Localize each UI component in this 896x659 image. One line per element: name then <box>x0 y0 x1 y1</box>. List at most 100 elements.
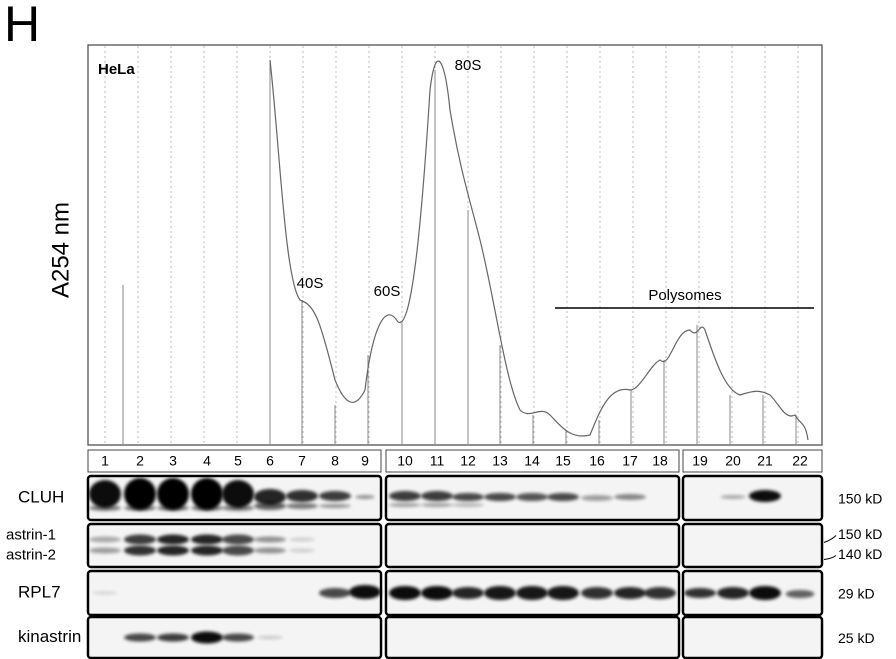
band <box>684 588 716 598</box>
fraction-number: 17 <box>622 453 638 469</box>
band <box>257 635 283 640</box>
band <box>452 503 484 507</box>
fraction-number: 14 <box>524 453 540 469</box>
band <box>124 633 156 642</box>
band <box>452 587 484 599</box>
band <box>124 478 156 510</box>
band <box>286 503 318 509</box>
blot-background <box>685 617 820 658</box>
band <box>157 534 189 545</box>
band <box>157 633 189 642</box>
fraction-strip <box>87 449 382 473</box>
band <box>581 587 613 599</box>
band <box>191 478 223 510</box>
fraction-number: 16 <box>589 453 605 469</box>
band <box>614 587 646 599</box>
blot-frame <box>681 569 824 617</box>
band <box>191 534 223 545</box>
band <box>720 495 746 499</box>
peak-label: 40S <box>297 275 324 292</box>
fraction-number: 11 <box>430 453 445 469</box>
fraction-number: 1 <box>101 453 109 469</box>
band <box>319 588 351 598</box>
band <box>717 587 749 599</box>
marker-tick <box>823 555 837 560</box>
band <box>124 534 156 545</box>
protein-label: astrin-2 <box>6 546 56 563</box>
fraction-number: 9 <box>361 453 369 469</box>
profile-frame <box>87 44 823 446</box>
fraction-number: 6 <box>266 453 274 469</box>
band <box>89 547 121 554</box>
band <box>484 586 516 600</box>
protein-label: astrin-1 <box>6 526 56 543</box>
protein-label: kinastrin <box>18 627 81 646</box>
fraction-strip <box>682 449 823 473</box>
band <box>644 587 676 599</box>
western-blots: CLUH 150 kD astrin-1 astrin-2 150 kD 140 kD RP… <box>6 474 882 659</box>
band <box>254 547 286 554</box>
size-marker: 150 kD <box>838 526 882 542</box>
band <box>191 545 223 556</box>
size-marker: 140 kD <box>838 546 882 562</box>
band <box>516 493 548 501</box>
blot-frame <box>86 522 383 569</box>
protein-label: CLUH <box>18 487 64 506</box>
band <box>547 586 579 600</box>
band <box>222 534 254 545</box>
band <box>484 493 516 501</box>
fraction-number: 3 <box>169 453 177 469</box>
fraction-number: 21 <box>757 453 773 469</box>
polysome-label: Polysomes <box>648 287 721 304</box>
band <box>254 502 286 510</box>
band <box>516 586 548 600</box>
panel-label: H <box>4 0 40 52</box>
blot-background <box>388 617 677 658</box>
fraction-number: 20 <box>725 453 741 469</box>
fraction-number: 4 <box>203 453 211 469</box>
band <box>749 490 781 502</box>
blot-background <box>90 524 379 567</box>
fraction-number: 18 <box>652 453 668 469</box>
blot-frame <box>384 569 681 617</box>
absorbance-trace <box>269 59 809 441</box>
blot-frame <box>384 615 681 659</box>
blot-frame <box>384 522 681 569</box>
band <box>614 494 646 500</box>
band <box>222 545 254 556</box>
fraction-number: 22 <box>792 453 808 469</box>
band <box>785 590 815 598</box>
fraction-number: 12 <box>460 453 476 469</box>
peak-label: 60S <box>374 283 401 300</box>
fraction-number: 8 <box>331 453 339 469</box>
band <box>89 505 121 511</box>
band <box>286 490 318 502</box>
fraction-number: 7 <box>298 453 306 469</box>
band <box>89 536 121 543</box>
band <box>157 545 189 556</box>
y-axis-label: A254 nm <box>47 202 74 298</box>
band <box>421 491 453 501</box>
blot-frame <box>86 615 383 659</box>
band <box>452 493 484 501</box>
band <box>389 503 421 507</box>
blot-background <box>388 524 677 567</box>
fraction-number: 2 <box>136 453 144 469</box>
fraction-number: 10 <box>397 453 413 469</box>
protein-label: RPL7 <box>18 582 61 601</box>
fraction-number: 13 <box>492 453 508 469</box>
band <box>389 491 421 501</box>
band <box>289 548 315 553</box>
band <box>389 586 421 600</box>
band <box>547 493 579 501</box>
band <box>157 505 189 511</box>
fraction-grid <box>104 46 799 444</box>
blot-frame <box>86 474 383 522</box>
fraction-strip <box>385 449 680 473</box>
band <box>222 480 254 508</box>
band <box>349 585 381 599</box>
band <box>191 505 223 511</box>
blot-frame <box>384 474 681 522</box>
band <box>89 480 121 508</box>
